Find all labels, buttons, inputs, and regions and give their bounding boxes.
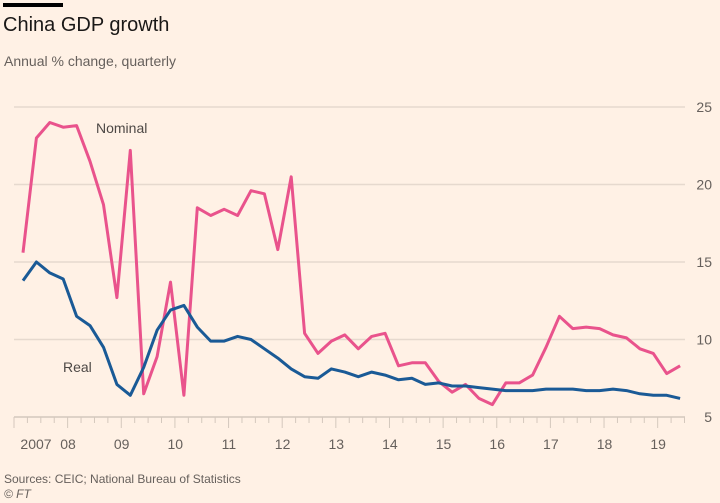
y-tick-label: 20: [696, 177, 712, 193]
real-label: Real: [63, 359, 92, 375]
chart-area: 5 10 15 20 25 2007 08 09 10 11 12 13 14 15 16 17 18 19 N…: [13, 99, 712, 452]
chart-title: China GDP growth: [3, 14, 170, 36]
x-axis: 2007 08 09 10 11 12 13 14 15 16 17 18 19: [13, 416, 685, 452]
y-tick-label: 25: [696, 99, 712, 115]
source-note: Sources: CEIC; National Bureau of Statis…: [4, 472, 241, 486]
series-line-real: [21, 260, 681, 400]
x-tick-label: 10: [168, 436, 184, 452]
x-tick-label: 13: [328, 436, 344, 452]
y-tick-label: 15: [696, 254, 712, 270]
nominal-label: Nominal: [96, 120, 147, 136]
ft-brand-bar: [3, 3, 63, 7]
x-tick-label: 14: [382, 436, 398, 452]
x-tick-label: 18: [597, 436, 613, 452]
x-tick-label: 16: [489, 436, 505, 452]
x-tick-label: 17: [543, 436, 559, 452]
x-tick-label: 08: [60, 436, 76, 452]
copyright-note: © FT: [4, 487, 31, 501]
chart-subtitle: Annual % change, quarterly: [4, 53, 176, 69]
series-line-nominal: [21, 121, 681, 407]
gridlines: [14, 106, 685, 341]
x-tick-label: 11: [222, 436, 237, 452]
x-tick-label: 2007: [20, 436, 51, 452]
y-axis-ticks: 5 10 15 20 25: [696, 99, 712, 425]
x-tick-label: 19: [650, 436, 666, 452]
series-lines: [21, 121, 681, 407]
x-tick-label: 09: [114, 436, 130, 452]
x-tick-label: 15: [436, 436, 452, 452]
y-tick-label: 10: [696, 332, 712, 348]
x-tick-label: 12: [275, 436, 291, 452]
y-tick-label: 5: [704, 409, 712, 425]
